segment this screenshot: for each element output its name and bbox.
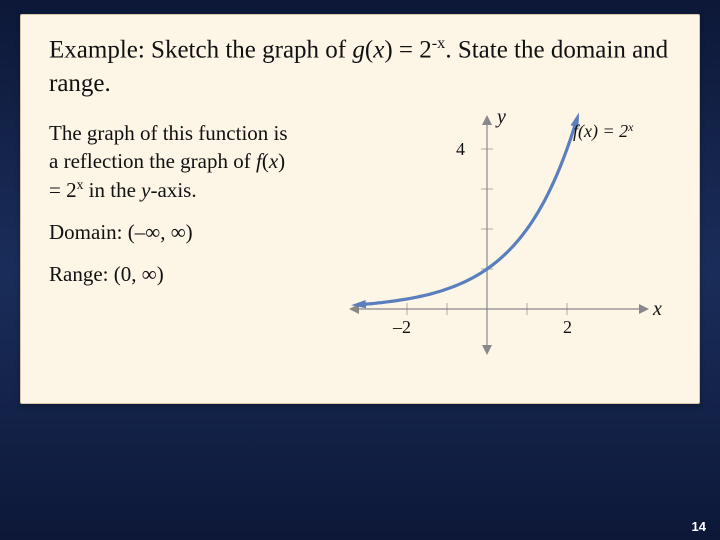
y-axis-label: y	[495, 106, 506, 128]
fn-label-eq: ) = 2	[591, 121, 628, 142]
body-p1: The graph of this function is a reflecti…	[49, 119, 299, 204]
slide-card: Example: Sketch the graph of g(x) = 2-x.…	[20, 14, 700, 404]
chart-svg: y x 4 2 –2 f(x) = 2x	[317, 119, 657, 379]
left-column: The graph of this function is a reflecti…	[49, 119, 299, 303]
body-p1-y: y	[141, 178, 150, 202]
fn-label-x: x	[583, 121, 592, 141]
y-axis-arrow-down	[482, 345, 492, 355]
domain-text: Domain: (–∞, ∞)	[49, 218, 299, 246]
heading-paren: (	[365, 36, 373, 63]
x-tick-pos-label: 2	[563, 317, 572, 337]
function-label: f(x) = 2x	[573, 121, 634, 142]
heading-fn-x: x	[373, 36, 384, 63]
x-axis-arrow-right	[639, 304, 649, 314]
heading-fn-g: g	[352, 36, 365, 63]
heading-eq: ) = 2	[384, 36, 431, 63]
page-number: 14	[692, 519, 706, 534]
range-text: Range: (0, ∞)	[49, 260, 299, 288]
chart: y x 4 2 –2 f(x) = 2x	[317, 119, 657, 379]
body-p1b: in the	[83, 178, 141, 202]
heading-pre: Example: Sketch the graph of	[49, 36, 352, 63]
y-axis-arrow-up	[482, 115, 492, 125]
content-row: The graph of this function is a reflecti…	[49, 119, 671, 379]
curve-line	[359, 120, 577, 305]
x-axis-label: x	[652, 298, 662, 320]
heading-exp: -x	[432, 34, 446, 52]
body-p1-x: x	[269, 149, 278, 173]
body-p1c: -axis.	[151, 178, 197, 202]
y-tick-4-label: 4	[456, 139, 465, 159]
fn-label-exp: x	[627, 121, 634, 134]
body-p1a: The graph of this function is a reflecti…	[49, 121, 288, 173]
slide-heading: Example: Sketch the graph of g(x) = 2-x.…	[49, 33, 671, 101]
body-p1-paren: (	[262, 149, 269, 173]
x-tick-neg-label: –2	[392, 317, 411, 337]
